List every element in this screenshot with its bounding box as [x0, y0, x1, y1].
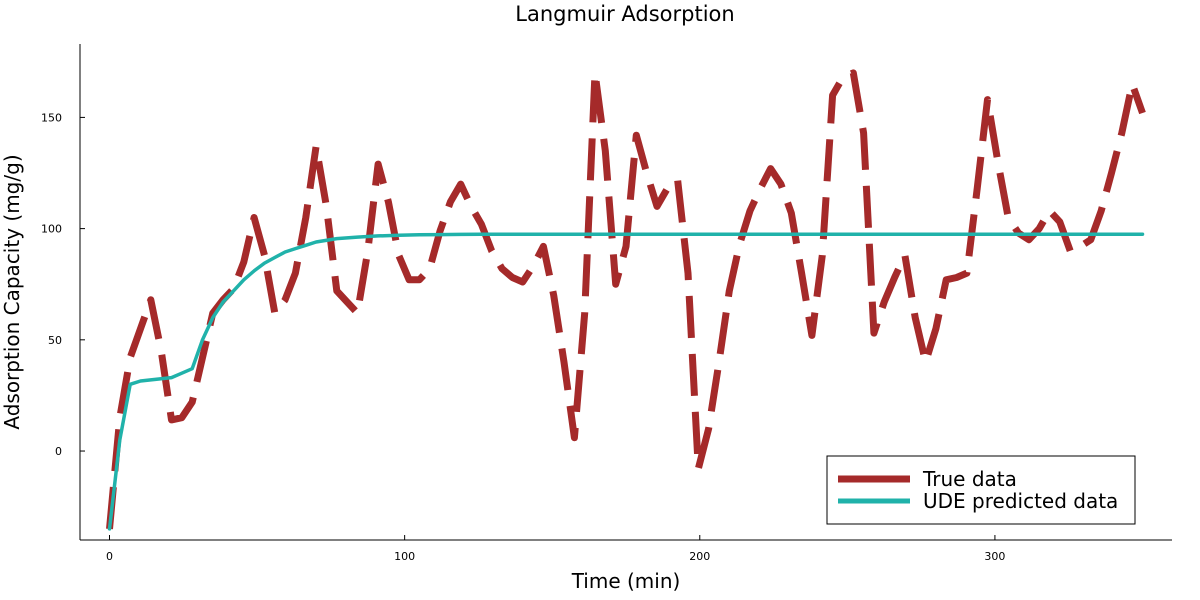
x-tick-label: 100	[394, 550, 415, 563]
x-tick-label: 300	[984, 550, 1005, 563]
legend-label-ude-predicted-data: UDE predicted data	[923, 489, 1118, 513]
y-tick-label: 50	[48, 334, 62, 347]
legend: True data UDE predicted data	[826, 455, 1136, 525]
legend-box	[826, 455, 1136, 525]
x-tick-label: 200	[689, 550, 710, 563]
legend-label-true-data: True data	[922, 467, 1017, 491]
y-tick-label: 150	[41, 111, 62, 124]
y-tick-label: 100	[41, 223, 62, 236]
series-line-ude-predicted-data	[107, 232, 1145, 531]
x-tick-label: 0	[106, 550, 113, 563]
x-ticks: 0 100 200 300	[106, 535, 1005, 563]
series-line-true-data	[106, 69, 1146, 530]
x-axis-title: Time (min)	[571, 569, 681, 593]
y-axis-title: Adsorption Capacity (mg/g)	[0, 154, 24, 429]
series-layer	[106, 69, 1146, 531]
chart-title: Langmuir Adsorption	[515, 2, 734, 26]
y-ticks: 0 50 100 150	[41, 111, 85, 458]
y-tick-label: 0	[55, 445, 62, 458]
